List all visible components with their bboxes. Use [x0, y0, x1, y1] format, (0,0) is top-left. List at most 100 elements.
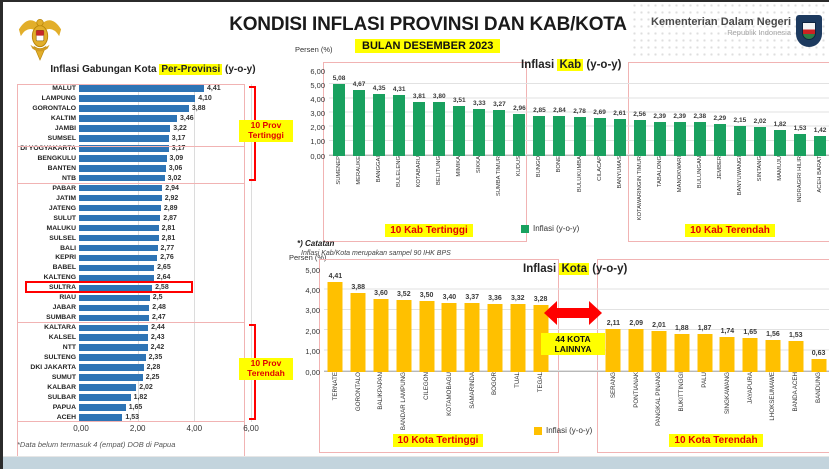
bar: [79, 344, 148, 351]
category-label-text: LHOKSEUMAWE: [769, 372, 777, 421]
bar: [79, 214, 161, 222]
bar: [794, 134, 806, 156]
red-double-arrow-icon: [544, 301, 602, 325]
prov-bar-row: KALTENG 2,64: [15, 273, 277, 282]
axis-tick: 3,00: [310, 109, 325, 118]
gridline: [251, 84, 252, 422]
ministry-subtitle: Republik Indonesia: [727, 28, 791, 37]
bar: [510, 304, 526, 372]
bar-slot: 3,81 KOTABARU: [409, 71, 429, 228]
bar-slot: 2,69 CILACAP: [590, 71, 610, 228]
kemendagri-shield-icon: [796, 15, 822, 47]
plot-cell: 2,39: [650, 71, 670, 156]
plot-cell: 3,88: [347, 270, 370, 372]
prov-bar-row: KALBAR 2,02: [15, 383, 277, 392]
value-label: 2,15: [733, 116, 747, 124]
bar: [79, 254, 158, 262]
category-label-text: JEMBER: [716, 156, 723, 180]
kota-top10-caption: 10 Kota Tertinggi: [334, 434, 542, 447]
bar-slot: 3,50 CILEGON: [415, 270, 438, 438]
category-label: TUAL: [506, 372, 529, 438]
bar: [719, 336, 735, 372]
bar-groups: 5,08 SUMENEP 4,67 MERAUKE 4,35 BANGGAI 4,31 BUL…: [329, 71, 829, 228]
bar: [79, 244, 158, 252]
category-label: SINGKAWANG: [716, 372, 739, 438]
plot-cell: 3,27: [489, 71, 509, 156]
value-label: 2,81: [161, 224, 176, 232]
category-label: INDRAGIRI HILIR: [790, 156, 810, 228]
category-label: RIAU: [59, 294, 76, 302]
value-label: 2,58: [155, 284, 169, 292]
prov-bar-row: JATENG 2,89: [15, 204, 277, 213]
category-label: JATIM: [56, 194, 76, 202]
value-label: 2,65: [157, 264, 171, 272]
kab-chart: 6,00 5,00 4,00 3,00 2,00 1,00 0,00 5,08 SUMENEP 4…: [293, 57, 829, 245]
bar: [433, 102, 446, 156]
bar: [814, 135, 827, 156]
bar: [79, 294, 150, 302]
prov-gridlines: [81, 84, 252, 422]
bar-slot: 4,31 BULELENG: [389, 71, 409, 228]
axis-tick: 2,00: [129, 424, 146, 433]
bar-slot: 5,08 SUMENEP: [329, 71, 349, 228]
plot-cell: 2,78: [570, 71, 590, 156]
prov-bar-row: RIAU 2,5: [15, 293, 277, 302]
axis-tick: 6,00: [310, 66, 325, 76]
value-label: 1,87: [697, 324, 712, 332]
bar-slot: 3,37 SAMARINDA: [461, 270, 484, 438]
value-label: 1,53: [788, 331, 803, 339]
value-label: 2,38: [693, 113, 707, 121]
category-label: PABAR: [52, 184, 76, 192]
plot-cell: 1,53: [790, 71, 810, 156]
category-label: LAMPUNG: [41, 94, 76, 102]
prov-bar-row: KEPRI 2,76: [15, 253, 277, 262]
category-label-text: SUMBA TIMUR: [496, 156, 503, 197]
bar: [674, 333, 690, 372]
value-label: 3,17: [171, 144, 186, 152]
kota-gap-label: 44 KOTA LAINNYA: [541, 333, 605, 356]
prov-bar-row: SULSEL 2,81: [15, 234, 277, 243]
bar: [79, 404, 126, 411]
value-label: 2,96: [513, 105, 526, 113]
category-label: BANDUNG: [807, 372, 829, 438]
bar-slot: 3,32 TUAL: [506, 270, 529, 438]
bar: [788, 340, 804, 372]
prov-bar-row: JATIM 2,92: [15, 194, 277, 203]
bar-slot: 2,11 SERANG: [602, 270, 625, 438]
value-label: 3,60: [374, 289, 388, 297]
category-label-text: CILEGON: [423, 372, 431, 400]
category-label: CILACAP: [590, 156, 610, 228]
bar: [79, 234, 159, 242]
prov-bar-row: GORONTALO 3,88: [15, 104, 277, 113]
axis-tick: 1,00: [310, 137, 325, 147]
bar: [79, 165, 166, 172]
plot-cell: 2,01: [648, 270, 671, 372]
value-label: 1,74: [720, 327, 735, 335]
gridline: [194, 84, 196, 422]
plot-cell: 2,15: [730, 71, 750, 156]
bar-slot: 2,09 PONTIANAK: [625, 270, 648, 438]
category-label-text: TERNATE: [331, 372, 339, 401]
category-label-text: BUNGO: [536, 156, 543, 178]
axis-tick: 0,00: [310, 151, 325, 161]
value-label: 1,65: [128, 404, 143, 411]
bar-slot: 2,61 BANYUMAS: [610, 71, 630, 228]
value-label: 2,64: [156, 274, 171, 282]
prov-bar-row: LAMPUNG 4,10: [15, 94, 277, 103]
bar-slot: 4,67 MERAUKE: [349, 71, 369, 228]
plot-cell: 3,81: [409, 71, 429, 156]
category-label: TERNATE: [324, 372, 347, 438]
category-label: KALSEL: [48, 334, 76, 342]
bar: [453, 106, 466, 156]
category-label: SUMUT: [51, 374, 76, 382]
bar: [473, 108, 486, 156]
y-axis: 5,00 4,00 3,00 2,00 1,00 0,00: [288, 254, 324, 454]
prov-bar-rows: MALUT 4,41 LAMPUNG 4,10 GORONTALO 3,88 KALTIM 3…: [15, 84, 277, 422]
bar-slot: 2,39 TABALONG: [650, 71, 670, 228]
value-label: 1,82: [133, 394, 148, 402]
bar-slot: 2,96 KUDUS: [509, 71, 529, 228]
kota-legend-swatch: [534, 426, 542, 435]
bar-slot: 2,15 BANYUWANGI: [730, 71, 750, 228]
value-label: 2,44: [151, 324, 165, 332]
axis-tick: 4,00: [310, 94, 325, 104]
